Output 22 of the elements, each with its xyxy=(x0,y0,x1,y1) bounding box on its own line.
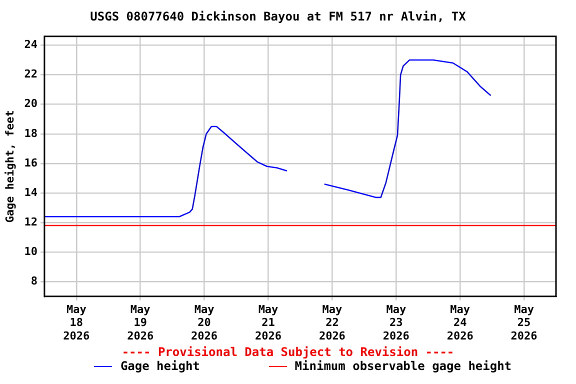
y-tick-label: 16 xyxy=(24,156,38,170)
x-tick-label: May 18 2026 xyxy=(63,302,90,342)
x-tick-label: May 25 2026 xyxy=(510,302,538,342)
y-tick-label: 12 xyxy=(24,215,38,228)
y-tick-label: 10 xyxy=(24,244,38,258)
x-tick-label: May 19 2026 xyxy=(127,302,154,342)
x-tick-label: May 21 2026 xyxy=(255,302,282,342)
x-tick-label: May 22 2026 xyxy=(318,302,346,342)
y-axis-title: Gage height, feet xyxy=(3,110,16,223)
y-tick-label: 14 xyxy=(24,186,38,199)
x-tick-label: May 20 2026 xyxy=(191,302,218,342)
x-tick-label: May 24 2026 xyxy=(446,302,474,342)
y-tick-label: 20 xyxy=(24,97,38,110)
text: ---- Provisional Data Subject to Revision ---- xyxy=(120,345,456,359)
y-tick-label: 22 xyxy=(24,68,38,81)
x-tick-label: May 23 2026 xyxy=(382,302,410,342)
y-tick-label: 18 xyxy=(24,126,38,140)
y-tick-label: 24 xyxy=(24,38,38,52)
y-tick-label: 8 xyxy=(30,274,38,288)
legend-label: Gage height xyxy=(120,359,200,373)
chart-title: USGS 08077640 Dickinson Bayou at FM 517 nr Alvin, TX xyxy=(90,9,467,24)
legend-label: Minimum observable gage height xyxy=(294,359,512,373)
